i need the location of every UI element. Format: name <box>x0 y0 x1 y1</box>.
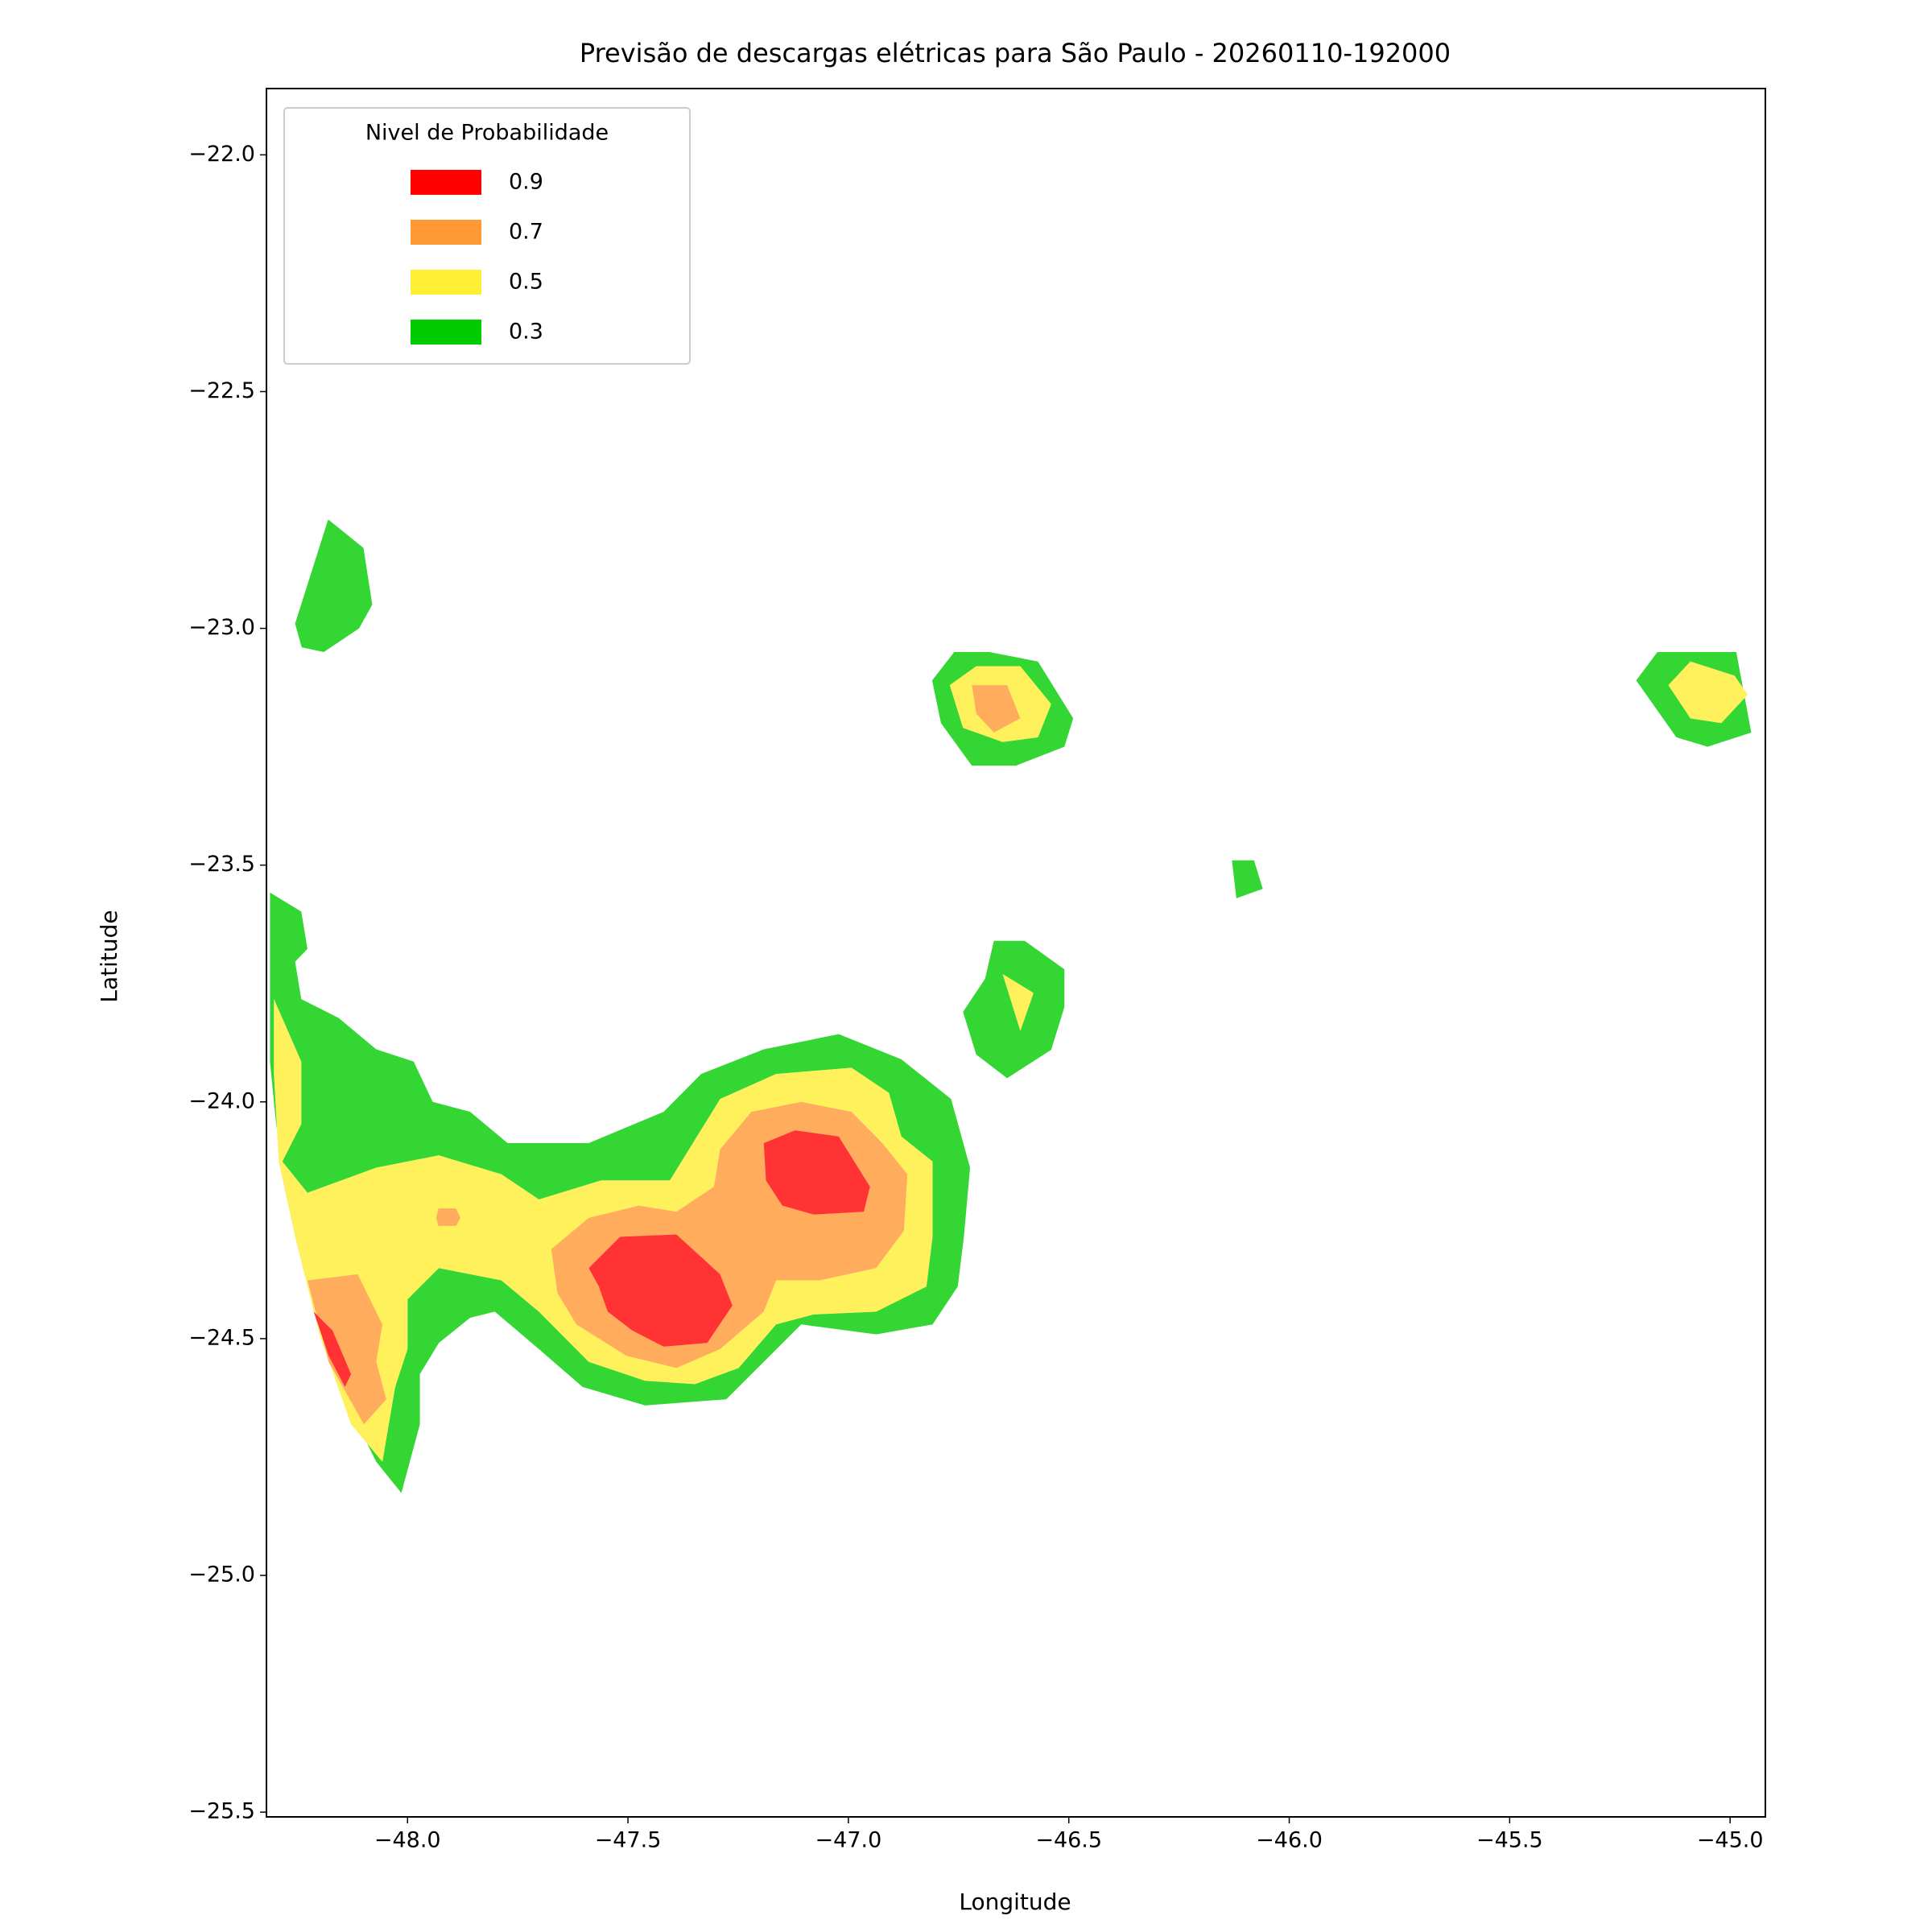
legend-swatch <box>411 320 481 345</box>
x-tick-label: −45.5 <box>1476 1828 1543 1853</box>
legend-swatch <box>411 170 481 195</box>
y-tick-label: −22.0 <box>188 142 255 167</box>
x-tick-label: −47.0 <box>815 1828 882 1853</box>
chart-title: Previsão de descargas elétricas para São… <box>580 38 1451 68</box>
y-tick-label: −24.0 <box>188 1088 255 1113</box>
plot-area <box>270 519 1752 1493</box>
y-tick-label: −22.5 <box>188 378 255 403</box>
x-axis-label: Longitude <box>959 1889 1071 1915</box>
legend-swatch <box>411 220 481 245</box>
contour-region <box>1232 860 1263 898</box>
axes-frame <box>266 88 1766 1818</box>
y-tick-label: −25.0 <box>188 1563 255 1587</box>
legend-box <box>283 107 691 365</box>
contour-region <box>588 1234 733 1347</box>
contour-region <box>295 519 373 652</box>
legend: Nivel de Probabilidade 0.9 0.7 0.5 0.3 <box>283 107 691 365</box>
x-tick-label: −47.5 <box>595 1828 662 1853</box>
y-tick-label: −23.5 <box>188 852 255 877</box>
legend-label: 0.7 <box>509 220 543 245</box>
contour-region <box>313 1311 352 1387</box>
contour-region <box>436 1208 460 1226</box>
legend-swatch <box>411 270 481 295</box>
legend-label: 0.5 <box>509 270 543 295</box>
contour-region <box>963 940 1065 1079</box>
x-tick-label: −45.0 <box>1697 1828 1764 1853</box>
x-tick-label: −46.5 <box>1035 1828 1102 1853</box>
legend-label: 0.3 <box>509 320 543 345</box>
y-tick-label: −23.0 <box>188 615 255 640</box>
legend-label: 0.9 <box>509 170 543 195</box>
contour-region <box>763 1130 870 1215</box>
contour-region <box>1002 973 1034 1031</box>
legend-title: Nivel de Probabilidade <box>365 121 609 146</box>
contour-region <box>972 685 1021 733</box>
y-axis-label: Latitude <box>96 910 122 1002</box>
y-tick-label: −25.5 <box>188 1799 255 1824</box>
contour-layer <box>270 519 1752 1493</box>
contour-region <box>1668 661 1748 724</box>
y-tick-label: −24.5 <box>188 1325 255 1350</box>
x-tick-label: −48.0 <box>374 1828 441 1853</box>
x-tick-label: −46.0 <box>1256 1828 1323 1853</box>
contour-region <box>307 1274 386 1425</box>
